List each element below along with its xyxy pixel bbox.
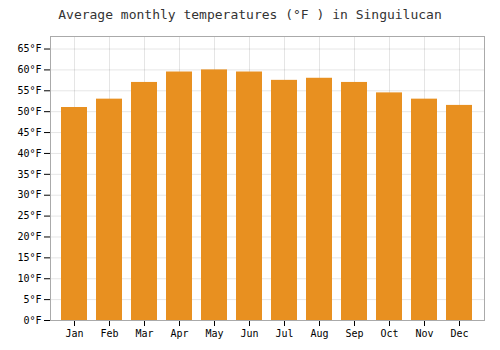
svg-text:25°F: 25°F <box>17 210 41 221</box>
svg-text:5°F: 5°F <box>23 294 41 305</box>
svg-text:Dec: Dec <box>450 328 468 339</box>
svg-text:50°F: 50°F <box>17 106 41 117</box>
svg-text:Jan: Jan <box>65 328 83 339</box>
svg-text:Sep: Sep <box>345 328 363 339</box>
svg-text:Feb: Feb <box>100 328 118 339</box>
svg-text:Oct: Oct <box>380 328 398 339</box>
svg-text:20°F: 20°F <box>17 231 41 242</box>
svg-text:35°F: 35°F <box>17 169 41 180</box>
svg-text:Jun: Jun <box>240 328 258 339</box>
svg-text:Mar: Mar <box>135 328 153 339</box>
svg-text:0°F: 0°F <box>23 315 41 326</box>
svg-text:May: May <box>205 328 223 339</box>
svg-text:Aug: Aug <box>310 328 328 339</box>
svg-text:30°F: 30°F <box>17 189 41 200</box>
svg-text:15°F: 15°F <box>17 252 41 263</box>
svg-text:65°F: 65°F <box>17 43 41 54</box>
svg-text:45°F: 45°F <box>17 127 41 138</box>
html-text:Average monthly temperatures (: Average monthly temperatures (°F ) in Si… <box>58 7 442 22</box>
svg-text:60°F: 60°F <box>17 64 41 75</box>
svg-text:Jul: Jul <box>275 328 293 339</box>
svg-text:55°F: 55°F <box>17 85 41 96</box>
svg-text:40°F: 40°F <box>17 148 41 159</box>
svg-text:10°F: 10°F <box>17 273 41 284</box>
svg-text:Nov: Nov <box>415 328 433 339</box>
svg-text:Apr: Apr <box>170 328 188 339</box>
